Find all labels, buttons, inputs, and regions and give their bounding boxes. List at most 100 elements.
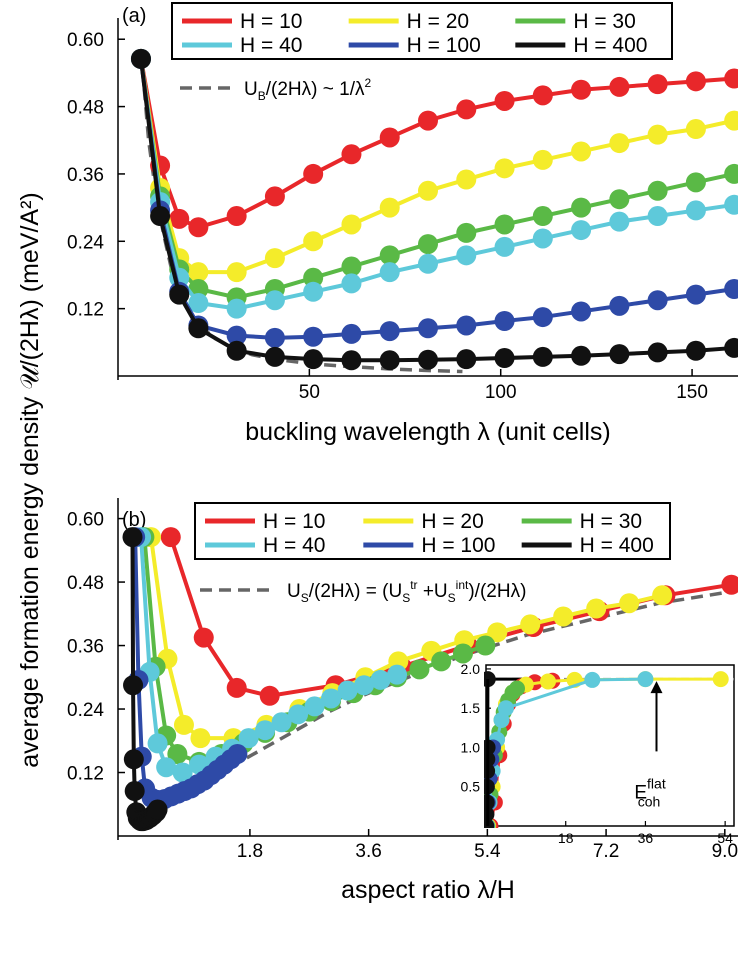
data-point [341,273,362,294]
x-axis-label: buckling wavelength λ (unit cells) [245,418,610,446]
data-point [264,290,285,311]
data-point [452,643,473,664]
inset-arrow-head [650,681,663,694]
y-tick-label: 0.36 [67,637,104,658]
data-point [418,234,438,255]
data-point [685,119,706,140]
data-point [172,762,193,783]
y-tick-label: 0.12 [67,300,104,321]
panel-a: 0.12 0.24 0.36 0.48 0.60 50 100 150 buckling wav… [67,2,738,446]
data-point [685,200,706,221]
reference-label-part: U [287,581,301,602]
inset-x-tick-label: 36 [638,830,654,846]
legend-label: H = 40 [263,534,325,557]
reference-label: US/(2Hλ) = (UStr +USint)/(2Hλ) [287,578,526,605]
data-point [418,253,438,274]
data-point [160,527,181,548]
legend-frame [194,502,671,560]
inset-data-point [509,680,525,697]
x-tick-label: 50 [299,382,320,403]
data-point [494,348,515,369]
annotation-part: flat [647,776,666,792]
data-point [456,349,477,370]
annotation-part: coh [638,794,661,810]
data-point [226,262,247,283]
data-point [123,675,144,696]
data-point [288,704,309,725]
data-point [475,635,496,656]
data-point [571,345,592,366]
data-point [418,180,438,201]
data-point [303,231,324,252]
panel-tag: (b) [122,509,146,531]
data-point [379,321,400,342]
data-point [724,68,738,89]
data-point [431,651,452,672]
legend-label: H = 100 [407,34,481,57]
x-tick-label: 150 [676,382,708,403]
inset-data-point [637,671,654,688]
data-point [494,90,515,111]
data-point [341,323,362,344]
series-h-400 [122,527,168,832]
data-point [418,110,438,131]
data-point [487,622,508,643]
data-point [264,186,285,207]
data-point [685,284,706,305]
data-point [724,163,738,184]
data-point [418,349,438,370]
y-tick-label: 0.36 [67,165,104,186]
data-point [156,757,177,778]
data-point [303,326,324,347]
data-point [341,350,362,371]
data-point [354,675,375,696]
data-point [520,614,541,635]
legend-label: H = 20 [421,510,483,533]
data-point [619,593,640,614]
inset-plot-area [484,671,734,828]
data-point [494,158,515,179]
y-tick-label: 0.60 [67,30,104,51]
reference-label-part: B [258,89,266,103]
data-point [379,197,400,218]
data-point [264,248,285,269]
y-tick-label: 0.60 [67,510,104,531]
data-point [456,222,477,243]
data-point [532,307,553,328]
data-point [456,245,477,266]
data-point [255,720,276,741]
data-point [647,342,668,363]
data-point [724,279,738,299]
data-point [167,744,188,764]
data-point [226,677,247,698]
annotation-part: E [634,783,647,804]
data-point [226,206,247,227]
x-tick-label: 9.0 [712,841,738,862]
panel-tag: (a) [122,5,146,27]
data-point [124,781,145,802]
panel-b: 0.12 0.24 0.36 0.48 0.60 1.8 3.6 5.4 7.2 9.0 aspec… [67,498,738,904]
reference-label-part: /(2Hλ) ~ 1/λ [266,79,365,100]
x-tick-label: 3.6 [355,841,381,862]
data-point [188,318,209,339]
data-point [494,310,515,331]
data-point [379,262,400,283]
legend: H = 10 H = 20 H = 30 H = 40 H = 100 H = 400 [194,502,671,560]
data-point [532,85,553,106]
data-point [609,344,630,365]
data-point [321,688,342,709]
data-point [337,680,358,701]
data-point [494,236,515,257]
series-h-40 [130,48,738,319]
data-point [571,220,592,241]
data-point [341,144,362,165]
reference-label-part: int [456,578,469,592]
data-point [571,197,592,218]
data-point [238,728,259,749]
data-point [609,211,630,232]
data-point [303,281,324,302]
reference-label-part: S [402,591,410,605]
data-point [379,350,400,371]
x-tick-label: 100 [485,382,517,403]
legend-label: H = 20 [407,10,469,33]
